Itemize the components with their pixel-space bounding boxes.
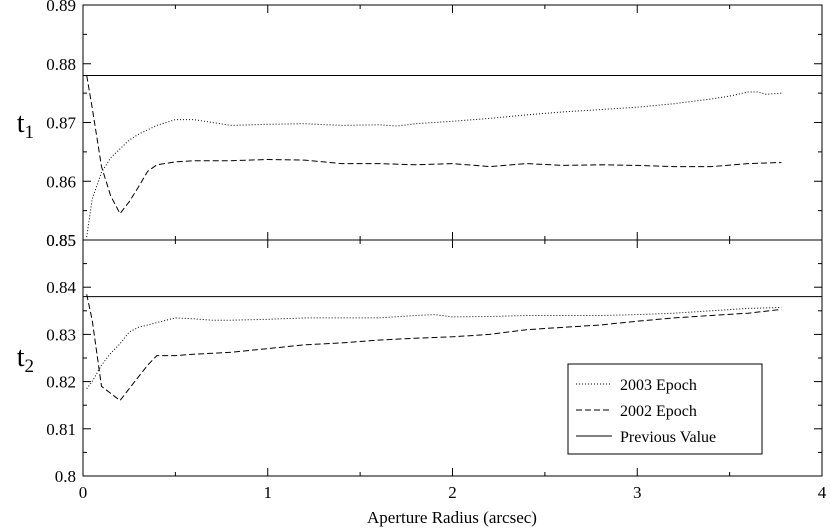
y-tick-label-bottom: 0.81 xyxy=(46,420,76,439)
y-tick-label-bottom: 0.8 xyxy=(55,467,76,486)
panel-top: 0.86 0.87 0.88 0.89 0.85 xyxy=(46,0,823,250)
y-axis-label-bottom-main: t xyxy=(17,342,25,373)
legend-label-2003: 2003 Epoch xyxy=(620,377,697,394)
x-tick-label: 0 xyxy=(79,483,88,502)
y-tick-label-top: 0.87 xyxy=(46,114,76,133)
y-tick-label-bottom: 0.83 xyxy=(46,325,76,344)
legend: 2003 Epoch 2002 Epoch Previous Value xyxy=(567,363,763,455)
y-axis-label-top-sub: 1 xyxy=(25,122,35,143)
plot-frame-top xyxy=(82,4,823,241)
panel-bottom: 0.8 0.81 0.82 0.83 0.84 0.85 0 1 2 3 4 xyxy=(46,231,827,502)
series-2003-epoch-bottom xyxy=(86,307,782,390)
legend-box xyxy=(567,363,763,455)
legend-label-previous: Previous Value xyxy=(620,429,716,446)
x-tick-label: 2 xyxy=(448,483,457,502)
y-tick-label-bottom: 0.85 xyxy=(46,231,76,250)
y-tick-label-top: 0.88 xyxy=(46,55,76,74)
y-axis-label-bottom-sub: 2 xyxy=(25,356,35,377)
y-axis-label-bottom: t2 xyxy=(17,342,34,377)
y-axis-label-top-main: t xyxy=(17,108,25,139)
y-tick-label-bottom: 0.84 xyxy=(46,278,76,297)
y-axis-label-top: t1 xyxy=(17,108,34,143)
y-tick-label-bottom: 0.82 xyxy=(46,373,76,392)
y-tick-label-top: 0.89 xyxy=(46,0,76,15)
x-axis-label: Aperture Radius (arcsec) xyxy=(367,508,537,527)
x-tick-label: 3 xyxy=(633,483,642,502)
x-tick-label: 1 xyxy=(264,483,273,502)
legend-label-2002: 2002 Epoch xyxy=(620,403,697,420)
x-tick-label: 4 xyxy=(818,483,827,502)
series-2002-epoch-top xyxy=(86,75,782,215)
y-tick-label-shared: 0.85 xyxy=(46,231,76,250)
y-tick-label-top: 0.86 xyxy=(46,172,76,191)
